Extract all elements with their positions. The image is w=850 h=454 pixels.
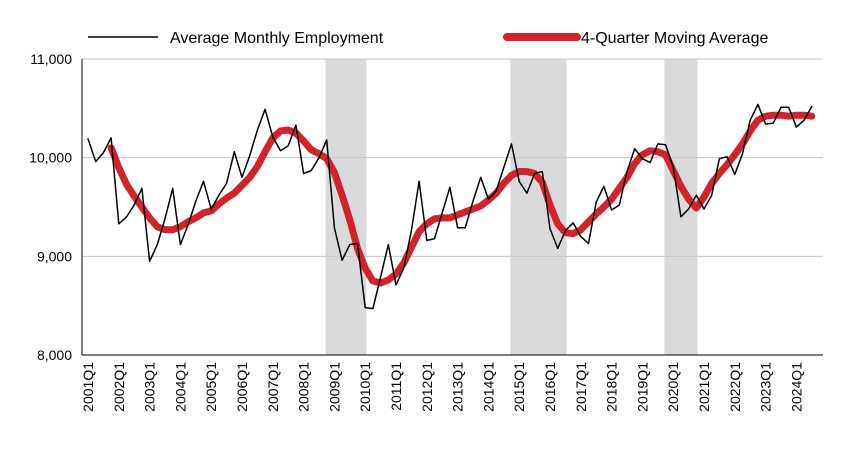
x-tick-label: 2002Q1 [111, 362, 127, 412]
x-tick-label: 2021Q1 [696, 362, 712, 412]
recession-bands [325, 59, 698, 355]
x-tick-label: 2022Q1 [727, 362, 743, 412]
legend-label-monthly: Average Monthly Employment [170, 30, 384, 47]
x-tick-label: 2012Q1 [419, 362, 435, 412]
x-tick-label: 2023Q1 [758, 362, 774, 412]
x-tick-label: 2009Q1 [326, 362, 342, 412]
recession-band-2 [510, 59, 567, 355]
y-tick-label: 8,000 [37, 347, 72, 363]
x-tick-label: 2013Q1 [450, 362, 466, 412]
legend-label-moving-average: 4-Quarter Moving Average [581, 30, 768, 47]
x-tick-label: 2001Q1 [80, 362, 96, 412]
x-tick-label: 2008Q1 [296, 362, 312, 412]
y-tick-label: 11,000 [30, 51, 72, 67]
x-tick-label: 2006Q1 [234, 362, 250, 412]
legend: Average Monthly Employment 4-Quarter Mov… [88, 30, 768, 47]
x-tick-label: 2010Q1 [357, 362, 373, 412]
series-lines [87, 103, 816, 310]
x-tick-labels: 2001Q1 2002Q1 2003Q1 2004Q1 2005Q1 2006Q1 2007… [80, 362, 804, 412]
x-tick-label: 2019Q1 [634, 362, 650, 412]
axes [81, 59, 823, 356]
x-tick-label: 2017Q1 [573, 362, 589, 412]
x-tick-label: 2018Q1 [604, 362, 620, 412]
x-tick-label: 2005Q1 [203, 362, 219, 412]
gridlines [82, 58, 823, 257]
x-tick-label: 2011Q1 [388, 362, 404, 411]
x-tick-label: 2007Q1 [265, 362, 281, 412]
y-tick-label: 9,000 [37, 248, 72, 264]
x-tick-label: 2024Q1 [788, 362, 804, 412]
x-tick-label: 2020Q1 [665, 362, 681, 412]
series-line-4-quarter-moving-average [107, 111, 816, 287]
x-tick-label: 2015Q1 [511, 362, 527, 412]
x-tick-label: 2016Q1 [542, 362, 558, 412]
x-tick-label: 2003Q1 [142, 362, 158, 412]
x-tick-label: 2014Q1 [480, 362, 496, 412]
y-tick-label: 10,000 [29, 150, 72, 166]
y-tick-labels: 8,000 9,000 10,000 11,000 [29, 51, 72, 363]
x-tick-label: 2004Q1 [172, 362, 188, 412]
series-line-average-monthly-employment [87, 103, 813, 310]
